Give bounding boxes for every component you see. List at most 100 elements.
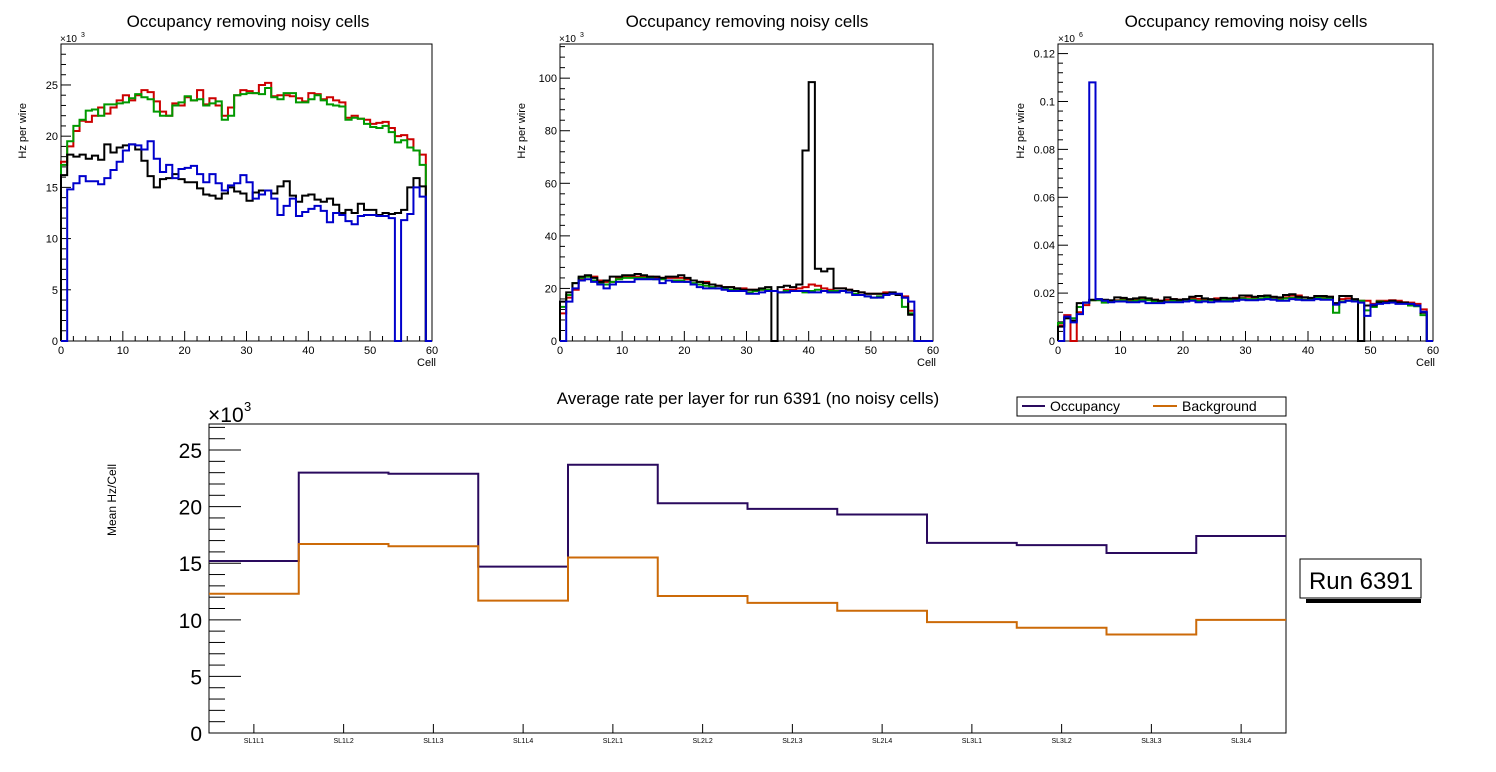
x-category-label: SL3L1	[962, 738, 982, 745]
x-tick-label: 50	[364, 345, 376, 357]
panel-3-exponent-power: 6	[1079, 32, 1083, 39]
y-tick-label: 0.06	[1034, 192, 1055, 204]
x-category-label: SL3L3	[1141, 738, 1161, 745]
panel-2-exponent: ×10 3	[559, 32, 584, 45]
y-tick-label: 25	[179, 440, 202, 463]
layer-rate-ylabel: Mean Hz/Cell	[105, 464, 119, 536]
histogram-series-layer-blue	[1058, 81, 1433, 342]
layer-rate-panel: Average rate per layer for run 6391 (no …	[105, 389, 1422, 746]
run-label-text: Run 6391	[1309, 568, 1413, 595]
x-tick-label: 10	[616, 345, 628, 357]
histogram-series-layer-green	[60, 87, 432, 342]
layer-series-background	[209, 542, 1286, 636]
x-tick-label: 20	[1177, 345, 1189, 357]
plot-frame	[60, 43, 433, 342]
y-tick-label: 0	[190, 723, 202, 746]
x-tick-label: 10	[117, 345, 129, 357]
x-category-label: SL1L4	[513, 738, 533, 745]
legend-occupancy-label: Occupancy	[1050, 398, 1120, 414]
y-tick-label: 0.02	[1034, 288, 1055, 300]
x-tick-label: 40	[302, 345, 314, 357]
y-tick-label: 0.12	[1034, 49, 1055, 61]
panel-2-ylabel: Hz per wire	[516, 103, 528, 159]
x-category-label: SL3L2	[1052, 738, 1072, 745]
x-category-label: SL2L4	[872, 738, 892, 745]
panel-2-xlabel: Cell	[917, 357, 936, 369]
histogram-series-layer-black	[559, 81, 933, 342]
x-tick-label: 30	[240, 345, 252, 357]
legend: Occupancy Background	[1016, 396, 1287, 417]
x-tick-label: 60	[927, 345, 939, 357]
y-tick-label: 20	[545, 283, 557, 295]
x-tick-label: 40	[803, 345, 815, 357]
y-tick-label: 25	[46, 80, 58, 92]
y-tick-label: 0.1	[1040, 96, 1055, 108]
y-tick-label: 10	[179, 610, 202, 633]
legend-background-label: Background	[1182, 398, 1257, 414]
y-tick-label: 0	[1049, 336, 1055, 348]
histogram-panel-2: Occupancy removing noisy cells Hz per wi…	[516, 12, 939, 369]
x-category-label: SL3L4	[1231, 738, 1251, 745]
x-category-label: SL2L2	[693, 738, 713, 745]
x-tick-label: 50	[865, 345, 877, 357]
y-tick-label: 0	[551, 336, 557, 348]
y-tick-label: 40	[545, 231, 557, 243]
panel-3-exponent-base: ×10	[1058, 34, 1075, 45]
y-tick-label: 0.04	[1034, 240, 1055, 252]
y-tick-label: 15	[179, 553, 202, 576]
panel-3-ylabel: Hz per wire	[1015, 103, 1027, 159]
layer-rate-exponent-power: 3	[244, 399, 251, 414]
y-tick-label: 100	[539, 73, 557, 85]
x-tick-label: 40	[1302, 345, 1314, 357]
x-tick-label: 60	[426, 345, 438, 357]
x-tick-label: 50	[1364, 345, 1376, 357]
run-label-frame	[1299, 558, 1422, 599]
histogram-series-layer-red	[60, 81, 432, 342]
x-category-label: SL1L1	[244, 738, 264, 745]
run-label-box: Run 6391	[1299, 558, 1422, 603]
histogram-series-layer-blue	[61, 140, 432, 342]
panel-2-exponent-base: ×10	[559, 34, 576, 45]
panel-1-ylabel: Hz per wire	[17, 103, 29, 159]
x-category-label: SL1L2	[334, 738, 354, 745]
x-tick-label: 20	[179, 345, 191, 357]
layer-rate-exponent: ×10 3	[208, 399, 251, 427]
y-tick-label: 80	[545, 126, 557, 138]
y-tick-label: 0	[52, 336, 58, 348]
y-tick-label: 5	[190, 666, 202, 689]
y-tick-label: 5	[52, 285, 58, 297]
y-tick-label: 20	[46, 131, 58, 143]
panel-1-exponent: ×10 3	[60, 32, 85, 45]
panel-1-title: Occupancy removing noisy cells	[127, 12, 370, 31]
histogram-series-layer-blue	[560, 278, 933, 342]
panel-2-exponent-power: 3	[580, 32, 584, 39]
histogram-series-layer-black	[60, 143, 432, 342]
histogram-panel-1: Occupancy removing noisy cells Hz per wi…	[17, 12, 438, 369]
x-category-label: SL2L3	[782, 738, 802, 745]
run-label-shadow	[1306, 599, 1421, 603]
panel-3-xlabel: Cell	[1416, 357, 1435, 369]
x-category-label: SL2L1	[603, 738, 623, 745]
panel-3-title: Occupancy removing noisy cells	[1125, 12, 1368, 31]
x-tick-label: 30	[1239, 345, 1251, 357]
x-tick-label: 0	[58, 345, 64, 357]
panel-1-exponent-power: 3	[81, 32, 85, 39]
x-tick-label: 0	[557, 345, 563, 357]
x-tick-label: 10	[1114, 345, 1126, 357]
panel-1-xlabel: Cell	[417, 357, 436, 369]
y-tick-label: 15	[46, 182, 58, 194]
x-category-label: SL1L3	[423, 738, 443, 745]
x-tick-label: 20	[678, 345, 690, 357]
layer-series-occupancy	[209, 463, 1286, 568]
y-tick-label: 60	[545, 178, 557, 190]
layer-rate-exponent-base: ×10	[208, 404, 244, 427]
x-tick-label: 60	[1427, 345, 1439, 357]
y-tick-label: 0.08	[1034, 144, 1055, 156]
panel-1-exponent-base: ×10	[60, 34, 77, 45]
layer-rate-title: Average rate per layer for run 6391 (no …	[557, 389, 939, 408]
x-tick-label: 30	[740, 345, 752, 357]
legend-box	[1016, 396, 1287, 417]
x-tick-label: 0	[1055, 345, 1061, 357]
plot-frame	[208, 423, 1287, 734]
